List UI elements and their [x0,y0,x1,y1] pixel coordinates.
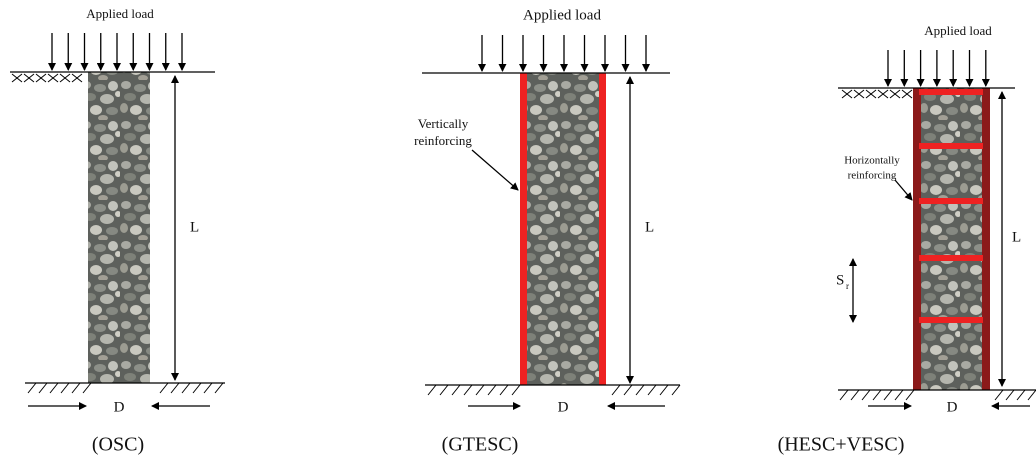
diameter-label: D [947,399,958,415]
length-label: L [190,219,199,235]
soil-mark [853,89,865,99]
ground-hatch [38,382,48,394]
ground-hatch [159,382,169,394]
stone-column [523,73,603,385]
ground-hatch [883,389,893,401]
pointer-arrow [471,149,519,191]
ground-hatch [623,384,633,396]
length-label: L [1012,229,1021,245]
ground-hatch [1005,389,1015,401]
reinforcement-label: Vertically [418,116,469,131]
ground-hatch [635,384,645,396]
soil-mark [889,89,901,99]
ground-hatch [850,389,860,401]
ground-hatch [451,384,461,396]
soil-mark [47,73,59,83]
ground-hatch [170,382,180,394]
ground-hatch [463,384,473,396]
soil-mark [35,73,47,83]
ground-hatch [894,389,904,401]
soil-mark [877,89,889,99]
ground-hatch [475,384,485,396]
stone-column [88,72,150,383]
ground-hatch [203,382,213,394]
reinforcement-label: reinforcing [848,170,897,182]
ground-hatch [214,382,224,394]
ground-hatch [1016,389,1026,401]
soil-mark [841,89,853,99]
caption: (GTESC) [442,434,519,456]
ground-hatch [861,389,871,401]
ground-hatch [82,382,92,394]
spacing-subscript: r [846,281,849,291]
ground-hatch [839,389,849,401]
soil-mark [71,73,83,83]
ground-hatch [511,384,521,396]
diagram-shapes [10,33,1036,410]
stone-column [918,88,984,390]
ground-hatch [994,389,1004,401]
ground-hatch [427,384,437,396]
ground-hatch [439,384,449,396]
ground-hatch [71,382,81,394]
ground-hatch [487,384,497,396]
ground-hatch [905,389,915,401]
ground-hatch [192,382,202,394]
ground-hatch [181,382,191,394]
soil-mark [11,73,23,83]
vertical-reinforcement [520,73,527,385]
load-label: Applied load [523,7,601,23]
ground-hatch [659,384,669,396]
load-label: Applied load [924,23,992,38]
caption: (HESC+VESC) [778,434,905,456]
load-label: Applied load [86,6,154,21]
horizontal-reinforcement [919,143,983,149]
ground-hatch [49,382,59,394]
spacing-label: S [836,272,844,288]
soil-mark [59,73,71,83]
ground-hatch [60,382,70,394]
soil-mark [23,73,35,83]
horizontal-reinforcement [919,198,983,204]
vertical-reinforcement [599,73,606,385]
ground-hatch [872,389,882,401]
length-label: L [645,219,654,235]
reinforcement-label: Horizontally [844,155,900,167]
ground-hatch [27,382,37,394]
ground-hatch [611,384,621,396]
reinforcement-label: reinforcing [414,133,472,148]
ground-hatch [647,384,657,396]
ground-hatch [1027,389,1036,401]
caption: (OSC) [92,434,144,456]
ground-hatch [671,384,681,396]
diameter-label: D [558,399,569,415]
horizontal-reinforcement [919,89,983,95]
pointer-arrow [894,179,913,201]
horizontal-reinforcement [919,317,983,323]
soil-mark [901,89,913,99]
ground-hatch [499,384,509,396]
diameter-label: D [114,399,125,415]
vertical-reinforcement [913,88,921,390]
vertical-reinforcement [982,88,990,390]
horizontal-reinforcement [919,255,983,261]
soil-mark [865,89,877,99]
